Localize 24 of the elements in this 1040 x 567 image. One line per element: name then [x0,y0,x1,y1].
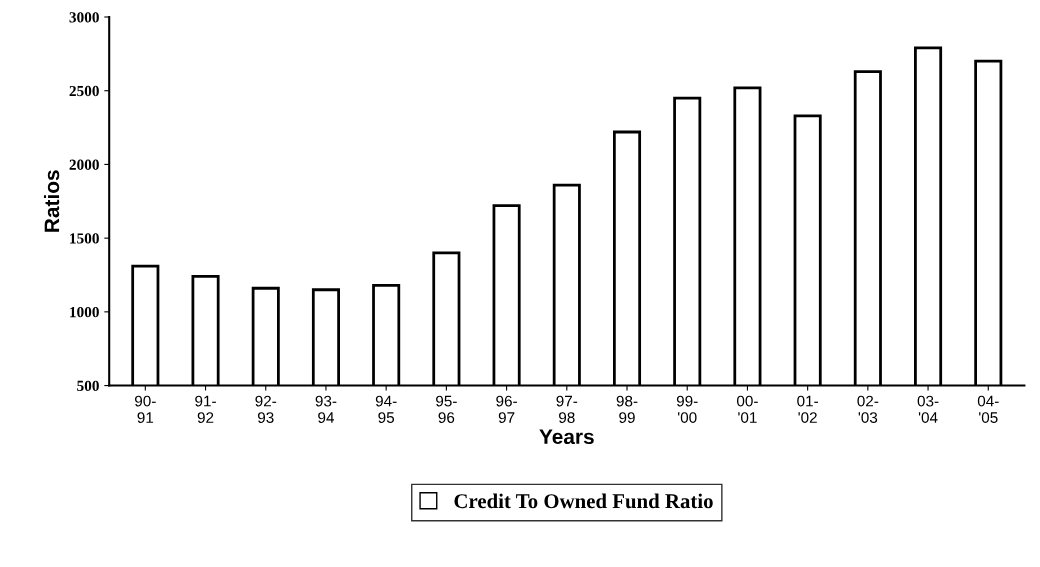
x-tick-label: 04- '05 [977,395,999,423]
x-tick-label: 90- 91 [135,395,156,423]
x-tick-label: 03- '04 [917,395,939,423]
x-tick-label: 97- 98 [556,395,578,423]
x-tick-label: 02- '03 [857,395,879,423]
legend-label: Credit To Owned Fund Ratio [454,493,713,509]
y-tick-label: 1500 [70,233,99,244]
x-axis-title: Years [539,429,594,445]
y-axis-title: Ratios [43,170,60,232]
y-tick-label: 2500 [69,85,99,97]
y-tick-label: 500 [77,380,99,392]
x-tick-label: 94- 95 [375,395,397,423]
x-tick-label: 98- 99 [616,395,638,423]
x-tick-label: 95- 96 [436,395,457,423]
x-tick-label: 01- '02 [797,395,819,423]
x-tick-label: 99- '00 [676,395,698,423]
y-tick-label: 2000 [69,159,99,170]
x-tick-label: 93- 94 [315,395,337,423]
y-tick-label: 3000 [69,12,99,23]
x-tick-label: 96- 97 [496,395,517,423]
x-tick-label: 00- '01 [736,395,758,423]
y-tick-label: 1000 [70,306,99,318]
x-tick-label: 92- 93 [255,395,277,423]
x-tick-label: 91- 92 [195,395,216,423]
